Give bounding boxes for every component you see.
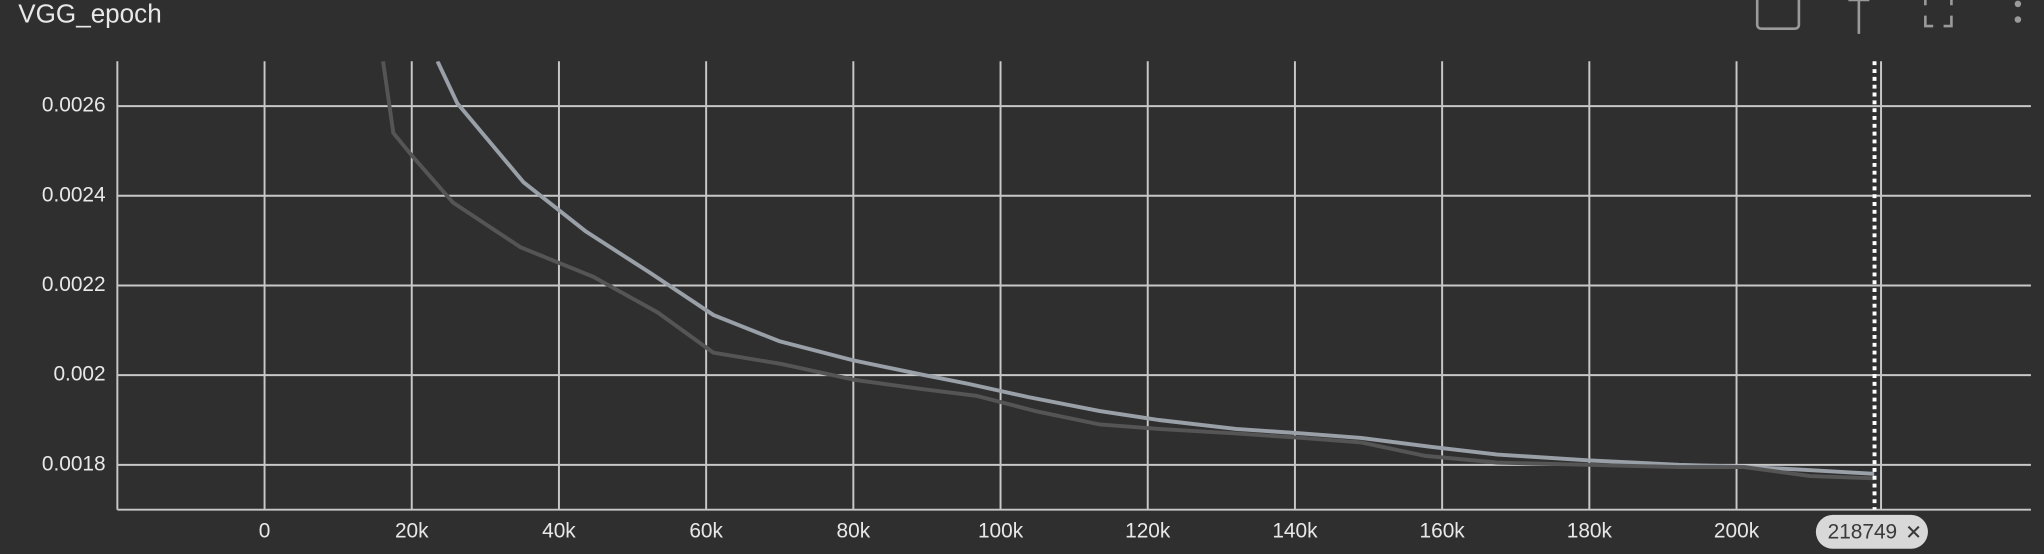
x-tick-label: 120k xyxy=(1125,519,1171,542)
x-tick-label: 20k xyxy=(395,519,429,542)
y-tick-label: 0.0026 xyxy=(42,94,106,117)
chip-background xyxy=(1815,514,1928,549)
y-tick-label: 0.0018 xyxy=(42,452,106,475)
series-line xyxy=(381,61,1875,481)
toolbar xyxy=(1755,0,2022,34)
y-tick-label: 0.0024 xyxy=(42,183,106,206)
axis-labels: 0.0018 0.002 0.0022 0.0024 0.0026 0 20k 40k 60k 8… xyxy=(42,61,1928,549)
fullscreen-button[interactable] xyxy=(1924,0,1953,28)
grid xyxy=(116,61,2031,511)
x-tick-label: 200k xyxy=(1714,519,1760,542)
hover-step-chip[interactable]: 218749 xyxy=(1815,514,1928,549)
x-tick-label: 40k xyxy=(542,519,576,542)
y-tick-label: 0.0022 xyxy=(42,273,106,296)
series-line xyxy=(435,61,1875,476)
x-tick-label: 60k xyxy=(689,519,723,542)
chip-close-icon xyxy=(1907,525,1920,538)
x-tick-label: 0 xyxy=(259,519,271,542)
chart-title: VGG_epoch xyxy=(18,0,161,29)
x-tick-label: 80k xyxy=(837,519,871,542)
y-tick-label: 0.002 xyxy=(53,363,105,386)
hover-step-label: 218749 xyxy=(1828,521,1898,544)
x-tick-label: 100k xyxy=(978,519,1024,542)
x-tick-label: 140k xyxy=(1272,519,1318,542)
pin-button[interactable] xyxy=(1848,0,1870,34)
x-tick-label: 160k xyxy=(1420,519,1466,542)
fit-domain-button[interactable] xyxy=(1755,0,1801,30)
plot-area xyxy=(381,61,1875,481)
x-tick-label: 180k xyxy=(1567,519,1613,542)
more-button[interactable] xyxy=(2014,0,2022,23)
